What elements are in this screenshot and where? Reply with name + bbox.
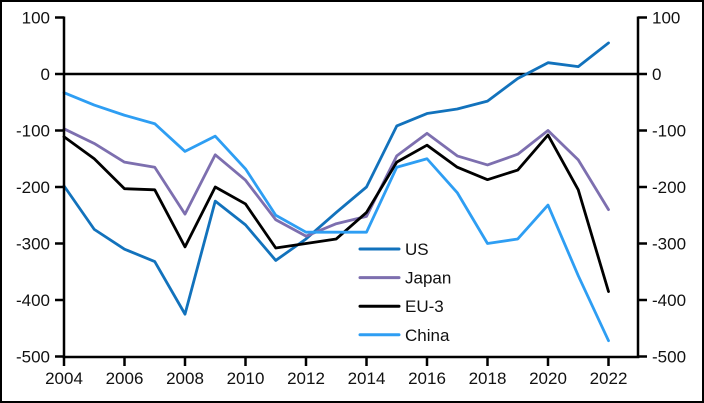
series-line-eu-3	[62, 133, 610, 293]
y-tick-label-right: -200	[652, 178, 686, 197]
legend-label-china: China	[405, 326, 450, 345]
y-tick-label-right: 0	[652, 65, 661, 84]
y-tick-label-left: -100	[16, 122, 50, 141]
x-tick-label: 2012	[287, 369, 325, 388]
y-tick-label-right: -400	[652, 291, 686, 310]
legend-label-eu-3: EU-3	[405, 297, 444, 316]
y-tick-label-left: 0	[41, 65, 50, 84]
series-line-us	[62, 41, 610, 316]
y-tick-label-left: -200	[16, 178, 50, 197]
series-line-japan	[62, 127, 610, 238]
x-tick-label: 2018	[469, 369, 507, 388]
legend-label-us: US	[405, 240, 429, 259]
legend-label-japan: Japan	[405, 269, 451, 288]
y-tick-label-left: -500	[16, 348, 50, 367]
x-tick-label: 2004	[45, 369, 83, 388]
y-tick-label-left: -400	[16, 291, 50, 310]
y-tick-label-right: -500	[652, 348, 686, 367]
x-tick-label: 2006	[106, 369, 144, 388]
x-tick-label: 2010	[227, 369, 265, 388]
y-tick-label-left: 100	[22, 9, 50, 28]
x-tick-label: 2008	[166, 369, 204, 388]
y-tick-label-right: -100	[652, 122, 686, 141]
x-tick-label: 2022	[590, 369, 628, 388]
x-tick-label: 2014	[348, 369, 386, 388]
y-tick-label-right: 100	[652, 9, 680, 28]
y-tick-label-left: -300	[16, 235, 50, 254]
y-tick-label-right: -300	[652, 235, 686, 254]
x-tick-label: 2016	[408, 369, 446, 388]
x-tick-label: 2020	[529, 369, 567, 388]
series-line-china	[62, 91, 610, 343]
